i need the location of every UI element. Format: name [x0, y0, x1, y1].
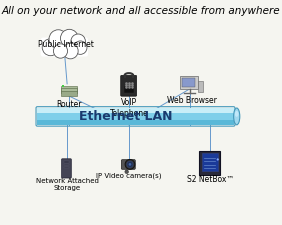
Bar — [37, 116, 233, 117]
Ellipse shape — [235, 111, 239, 117]
Circle shape — [127, 161, 133, 167]
FancyBboxPatch shape — [202, 153, 218, 171]
Text: All on your network and all accessible from anywhere: All on your network and all accessible f… — [2, 6, 280, 16]
Circle shape — [125, 170, 128, 173]
Circle shape — [54, 44, 68, 58]
Bar — [37, 110, 233, 111]
Bar — [64, 161, 69, 163]
Text: S2 NetBox™: S2 NetBox™ — [187, 175, 234, 184]
Bar — [64, 164, 69, 166]
Circle shape — [74, 41, 87, 54]
FancyBboxPatch shape — [180, 76, 198, 89]
FancyBboxPatch shape — [198, 81, 203, 92]
FancyBboxPatch shape — [61, 91, 77, 96]
FancyBboxPatch shape — [199, 151, 221, 175]
Bar — [37, 117, 233, 118]
Bar — [37, 122, 233, 123]
Circle shape — [49, 30, 68, 49]
Text: VoIP
Telephone: VoIP Telephone — [109, 98, 148, 118]
Bar — [37, 124, 233, 125]
FancyBboxPatch shape — [121, 160, 135, 169]
Circle shape — [63, 43, 78, 59]
Ellipse shape — [233, 108, 240, 125]
Bar — [37, 118, 233, 119]
FancyBboxPatch shape — [41, 38, 88, 57]
Text: Network Attached
Storage: Network Attached Storage — [36, 178, 98, 191]
Bar — [37, 109, 233, 110]
Text: Ethernet LAN: Ethernet LAN — [79, 110, 172, 123]
Bar — [37, 112, 233, 113]
Bar — [37, 111, 233, 112]
Bar — [37, 115, 233, 116]
FancyBboxPatch shape — [121, 75, 136, 96]
Circle shape — [42, 39, 59, 56]
Circle shape — [125, 160, 135, 169]
Bar — [37, 108, 233, 109]
Circle shape — [71, 34, 85, 49]
Circle shape — [217, 158, 219, 161]
Text: Public Internet: Public Internet — [38, 40, 94, 49]
FancyBboxPatch shape — [61, 86, 77, 91]
FancyBboxPatch shape — [124, 86, 133, 93]
Bar — [37, 114, 233, 115]
Text: Router: Router — [57, 100, 82, 109]
Bar — [37, 119, 233, 120]
Bar — [64, 167, 69, 168]
Text: Web Browser: Web Browser — [167, 96, 217, 105]
Circle shape — [129, 163, 131, 166]
Bar — [37, 113, 233, 114]
FancyBboxPatch shape — [182, 78, 195, 87]
FancyBboxPatch shape — [61, 159, 71, 178]
Bar — [62, 86, 64, 87]
Bar — [37, 120, 233, 121]
FancyBboxPatch shape — [61, 88, 77, 94]
Text: IP Video camera(s): IP Video camera(s) — [96, 173, 162, 179]
Bar — [37, 121, 233, 122]
Bar — [37, 123, 233, 124]
Circle shape — [61, 29, 78, 47]
